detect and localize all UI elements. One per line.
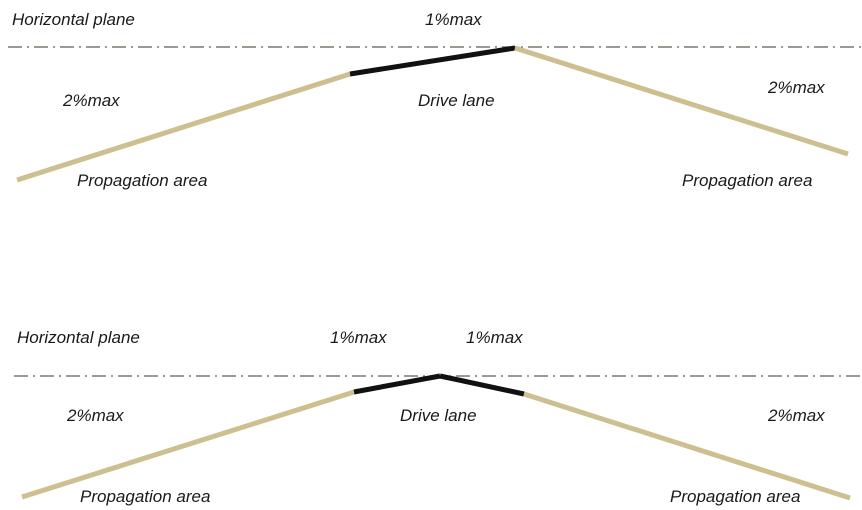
bottom-drive-slope-left-label: 1%max — [330, 328, 387, 347]
bottom-cross-section: Horizontal plane 1%max 1%max 2%max Drive… — [14, 328, 862, 506]
bottom-horizontal-plane-label: Horizontal plane — [17, 328, 140, 347]
top-right-slope-label: 2%max — [767, 78, 825, 97]
top-left-propagation-label: Propagation area — [77, 171, 207, 190]
bottom-right-propagation-slope — [523, 391, 851, 501]
bottom-right-propagation-label: Propagation area — [670, 487, 800, 506]
top-right-propagation-label: Propagation area — [682, 171, 812, 190]
bottom-drive-slope-right-label: 1%max — [466, 328, 523, 347]
bottom-drive-lane-label: Drive lane — [400, 406, 477, 425]
bottom-drive-lane-left-segment — [353, 373, 441, 395]
bottom-drive-lane-right-segment — [439, 373, 525, 397]
bottom-left-propagation-label: Propagation area — [80, 487, 210, 506]
top-cross-section: Horizontal plane 1%max 2%max Drive lane … — [8, 10, 862, 190]
top-drive-slope-label: 1%max — [425, 10, 482, 29]
top-horizontal-plane-label: Horizontal plane — [12, 10, 135, 29]
top-drive-lane-segment — [349, 45, 516, 77]
top-drive-lane-label: Drive lane — [418, 91, 495, 110]
bottom-left-slope-label: 2%max — [66, 406, 124, 425]
bottom-right-slope-label: 2%max — [767, 406, 825, 425]
top-left-propagation-slope — [16, 71, 351, 183]
top-right-propagation-slope — [514, 45, 849, 157]
bottom-left-propagation-slope — [21, 389, 355, 500]
top-left-slope-label: 2%max — [62, 91, 120, 110]
